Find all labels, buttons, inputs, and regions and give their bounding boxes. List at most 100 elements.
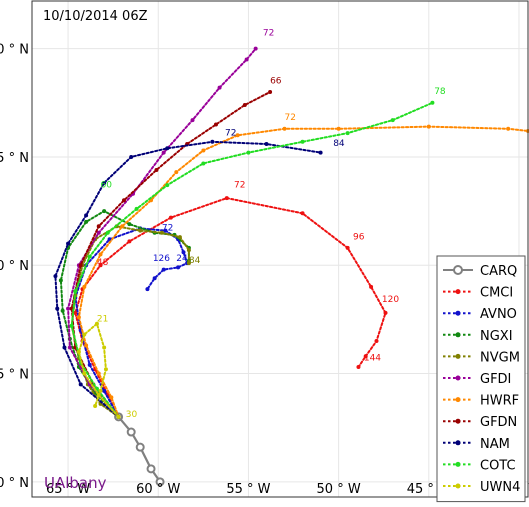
track-point (159, 230, 164, 235)
y-tick-label: 35 ° N (0, 151, 29, 166)
track-point (102, 345, 107, 350)
legend-marker (455, 353, 461, 359)
track-point (53, 274, 58, 279)
forecast-hour-label: 144 (364, 354, 381, 364)
forecast-hour-label: 48 (97, 258, 109, 268)
legend-entry-ngxi: NGXI (443, 329, 513, 344)
legend-entry-hwrf: HWRF (443, 394, 519, 409)
legend-label: GFDI (480, 372, 511, 387)
forecast-hour-label: 72 (263, 29, 274, 39)
legend-label: NGXI (480, 329, 513, 344)
track-point (127, 239, 132, 244)
grid (32, 1, 528, 497)
track-point (76, 315, 81, 320)
legend-label: AVNO (480, 307, 517, 322)
legend-marker (455, 332, 461, 338)
track-point (129, 154, 134, 159)
plot-frame (31, 0, 529, 498)
x-tick-label: 50 ° W (317, 482, 361, 497)
track-point (165, 146, 170, 151)
legend-entry-cotc: COTC (443, 458, 516, 473)
track-point (96, 230, 101, 235)
track-point (96, 393, 101, 398)
legend-marker (455, 375, 461, 381)
track-point (76, 349, 81, 354)
legend-label: NAM (480, 437, 510, 452)
track-point (224, 196, 229, 201)
track-point (152, 276, 157, 281)
track-point (69, 323, 74, 328)
track-point (201, 161, 206, 166)
forecast-hour-label: 24 (176, 254, 188, 264)
track-point (430, 100, 435, 105)
legend-marker (455, 461, 461, 467)
track-point (82, 371, 87, 376)
forecast-hour-label: 84 (333, 139, 345, 149)
track-point (126, 427, 136, 437)
legend-entry-gfdi: GFDI (443, 372, 511, 387)
track-point (176, 265, 181, 270)
legend-label: UWN4 (480, 480, 520, 495)
track-point (300, 139, 305, 144)
track-point (109, 395, 114, 400)
track-point (390, 118, 395, 123)
track-point (96, 371, 101, 376)
track-point (98, 252, 103, 257)
legend-label: GFDN (480, 415, 517, 430)
track-point (300, 211, 305, 216)
forecast-hour-label: 126 (153, 254, 170, 264)
forecast-hour-label: 30 (126, 410, 138, 420)
forecast-hour-label: 84 (189, 256, 201, 266)
track-point (154, 167, 159, 172)
legend-entry-nam: NAM (443, 437, 510, 452)
forecast-datetime: 10/10/2014 06Z (43, 9, 148, 24)
model-tracks (53, 46, 529, 487)
y-tick-label: 20 ° N (0, 476, 29, 491)
track-point (102, 209, 107, 214)
track-point (58, 278, 63, 283)
track-point (186, 261, 191, 266)
track-point (73, 289, 78, 294)
forecast-hour-label: 21 (97, 315, 108, 325)
forecast-hour-label: 120 (382, 295, 399, 305)
track-point (82, 332, 87, 337)
legend-entry-cmci: CMCI (443, 286, 513, 301)
track-point (94, 321, 99, 326)
forecast-hour-label: 72 (234, 180, 245, 190)
track-point (146, 464, 156, 474)
legend-label: NVGM (480, 350, 520, 365)
track-point (135, 442, 145, 452)
x-tick-label: 60 ° W (136, 482, 180, 497)
track-point (138, 228, 143, 233)
track-point (177, 235, 182, 240)
track-point (253, 46, 258, 51)
track-uwn4 (76, 321, 121, 419)
legend-label: COTC (480, 458, 516, 473)
track-point (336, 126, 341, 131)
track-point (60, 308, 65, 313)
track-point (264, 141, 269, 146)
track-nam (53, 139, 323, 419)
track-point (93, 404, 98, 409)
track-point (116, 414, 121, 419)
y-tick-label: 25 ° N (0, 368, 29, 383)
track-point (426, 124, 431, 129)
track-point (87, 362, 92, 367)
track-point (84, 219, 89, 224)
track-point (78, 263, 83, 268)
legend-entry-uwn4: UWN4 (443, 480, 520, 495)
track-point (235, 133, 240, 138)
track-point (105, 230, 110, 235)
legend-marker (455, 310, 461, 316)
track-point (121, 198, 126, 203)
track-point (383, 310, 388, 315)
track-point (181, 250, 186, 255)
track-point (174, 170, 179, 175)
track-point (155, 477, 165, 487)
track-point (98, 388, 103, 393)
track-point (87, 254, 92, 259)
legend-marker (455, 418, 461, 424)
track-point (168, 215, 173, 220)
